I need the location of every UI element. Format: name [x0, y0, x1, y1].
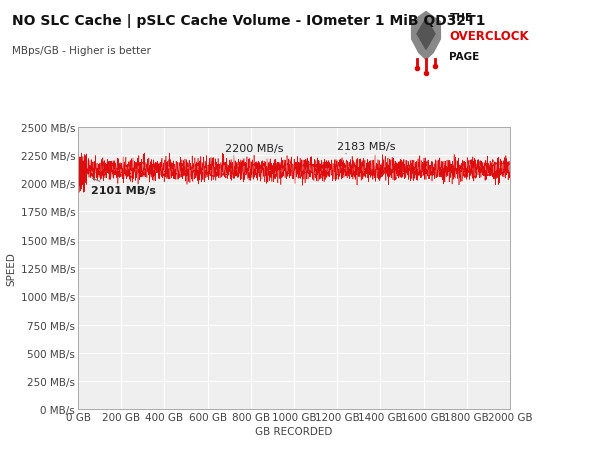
Text: NO SLC Cache | pSLC Cache Volume - IOmeter 1 MiB QD32T1: NO SLC Cache | pSLC Cache Volume - IOmet…	[12, 14, 485, 28]
Y-axis label: SPEED: SPEED	[7, 252, 16, 285]
Text: MBps/GB - Higher is better: MBps/GB - Higher is better	[12, 46, 151, 56]
Text: 2183 MB/s: 2183 MB/s	[337, 142, 396, 155]
Text: 2101 MB/s: 2101 MB/s	[91, 179, 156, 196]
Text: THE: THE	[449, 13, 473, 23]
X-axis label: GB RECORDED: GB RECORDED	[256, 426, 332, 436]
Text: PAGE: PAGE	[449, 52, 479, 62]
Polygon shape	[417, 19, 435, 50]
Text: OVERCLOCK: OVERCLOCK	[449, 30, 529, 43]
Text: 2200 MB/s: 2200 MB/s	[225, 144, 283, 157]
Polygon shape	[412, 13, 440, 61]
